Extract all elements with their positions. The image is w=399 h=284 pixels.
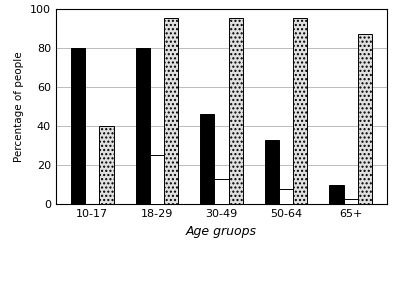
Bar: [329, 185, 344, 204]
Bar: [358, 34, 372, 204]
Y-axis label: Percentage of people: Percentage of people: [14, 51, 24, 162]
Bar: [229, 18, 243, 204]
Bar: [214, 179, 229, 204]
Bar: [279, 189, 293, 204]
Bar: [344, 199, 358, 204]
Bar: [71, 48, 85, 204]
Bar: [265, 140, 279, 204]
Bar: [164, 18, 178, 204]
Bar: [293, 18, 307, 204]
Bar: [99, 126, 114, 204]
Bar: [150, 155, 164, 204]
Bar: [200, 114, 214, 204]
X-axis label: Age gruops: Age gruops: [186, 225, 257, 238]
Bar: [136, 48, 150, 204]
